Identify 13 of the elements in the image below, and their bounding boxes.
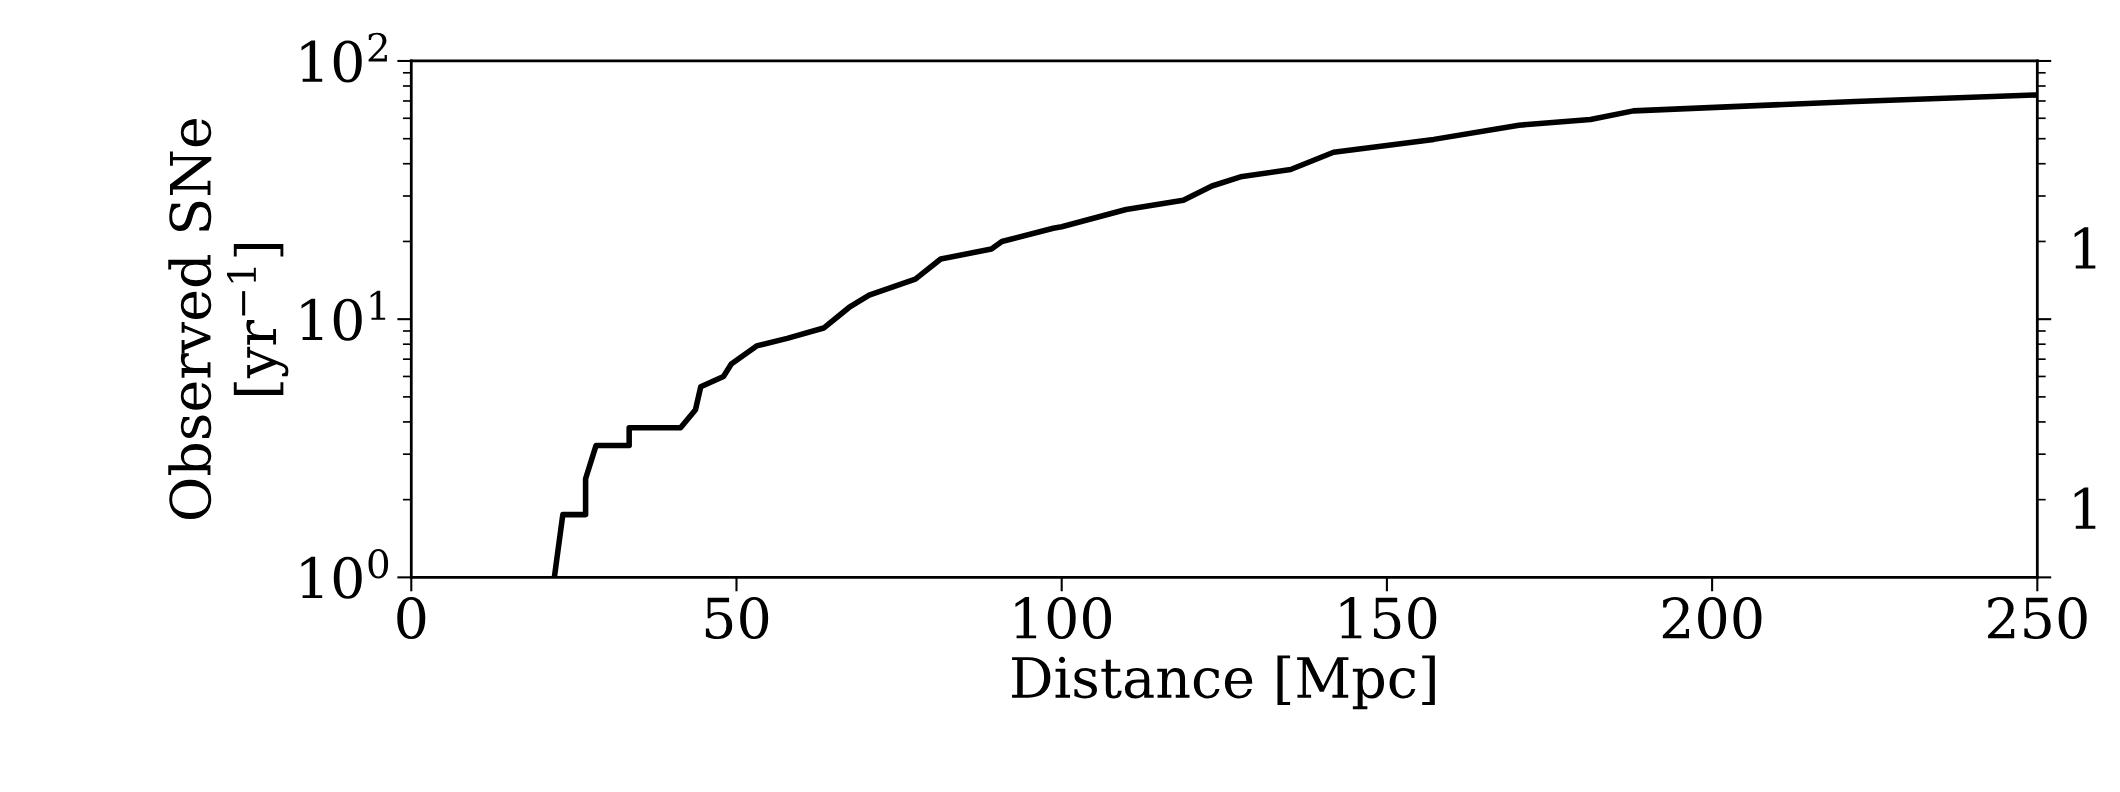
text: 1 bbox=[2074, 227, 2096, 269]
y-tick-label: 10$^{0}$ bbox=[301, 549, 389, 599]
x-axis-title: Distance [Mpc] bbox=[1012, 655, 1435, 710]
x-tick-label: 200 bbox=[1662, 597, 1762, 640]
x-tick-label: 150 bbox=[1340, 597, 1437, 640]
text: 1 bbox=[2074, 487, 2096, 529]
x-tick-label: 100 bbox=[1015, 597, 1112, 640]
y-tick-label: 10$^{2}$ bbox=[301, 32, 387, 83]
y-axis-title: Observed SNe [yr$^{−1}$] bbox=[168, 118, 289, 520]
x-tick-label: 0 bbox=[397, 597, 426, 640]
x-tick-label: 50 bbox=[705, 597, 769, 640]
x-tick-label: 250 bbox=[1988, 597, 2087, 640]
y-tick-label: 10$^{1}$ bbox=[301, 290, 386, 341]
